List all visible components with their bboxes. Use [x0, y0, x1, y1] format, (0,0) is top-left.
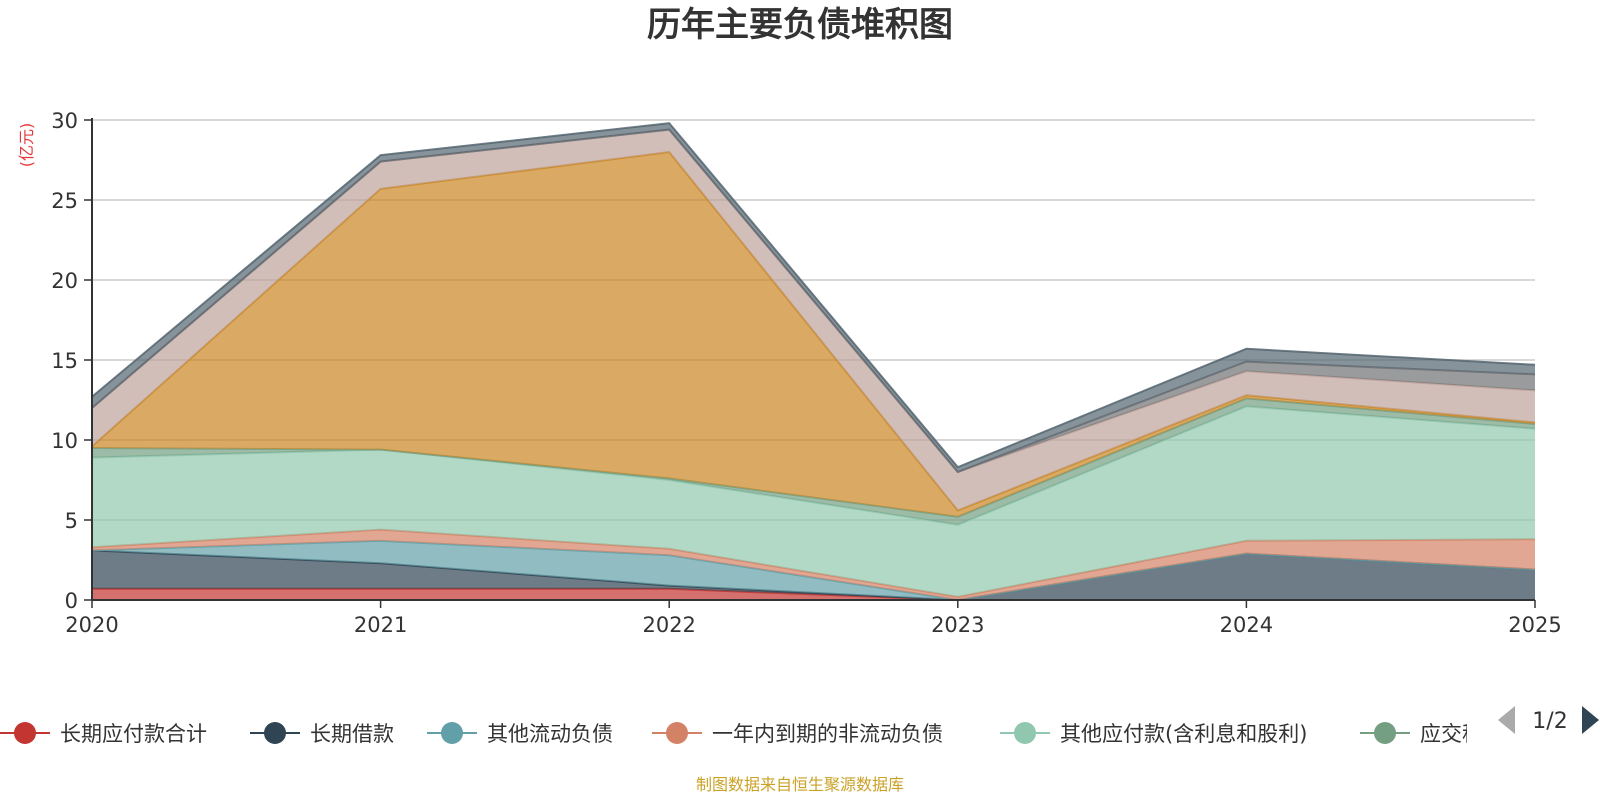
- y-tick-label: 15: [51, 349, 78, 373]
- y-tick-label: 25: [51, 189, 78, 213]
- legend-label: 一年内到期的非流动负债: [712, 722, 943, 746]
- legend-label: 其他流动负债: [487, 722, 613, 746]
- area-series-7: [92, 152, 1535, 517]
- legend-pager: 1/2: [1498, 706, 1599, 734]
- legend-marker-icon: [441, 722, 463, 744]
- x-tick-label: 2021: [354, 613, 407, 637]
- legend-marker-icon: [264, 722, 286, 744]
- x-tick-label: 2024: [1220, 613, 1273, 637]
- legend-marker-icon: [666, 722, 688, 744]
- area-series-8: [92, 129, 1535, 511]
- legend-label: 长期借款: [310, 722, 394, 746]
- area-series-2: [92, 550, 1535, 600]
- y-tick-label: 20: [51, 269, 78, 293]
- legend-label: 长期应付款合计: [60, 722, 207, 746]
- legend-prev-page-icon[interactable]: [1498, 706, 1515, 734]
- area-series-6: [92, 398, 1535, 525]
- legend-item-5[interactable]: 其他应付款(含利息和股利): [1000, 722, 1307, 746]
- legend-marker-icon: [1014, 722, 1036, 744]
- y-tick-label: 5: [65, 509, 78, 533]
- area-series-3: [92, 540, 1535, 600]
- legend-item-4[interactable]: 一年内到期的非流动负债: [652, 722, 943, 746]
- source-note: 制图数据来自恒生聚源数据库: [696, 775, 904, 794]
- legend-label: 其他应付款(含利息和股利): [1060, 722, 1307, 746]
- area-series-5: [92, 406, 1535, 597]
- x-tick-label: 2023: [931, 613, 984, 637]
- legend-item-3[interactable]: 其他流动负债: [427, 722, 613, 746]
- legend: 长期应付款合计 长期借款 其他流动负债 一年内到期的非流动负债 其他应付款(含利息和股利…: [0, 705, 1485, 755]
- legend-item-2[interactable]: 长期借款: [250, 722, 394, 746]
- legend-item-1[interactable]: 长期应付款合计: [0, 722, 207, 746]
- legend-marker-icon: [14, 722, 36, 744]
- legend-marker-icon: [1374, 722, 1396, 744]
- x-tick-label: 2020: [65, 613, 118, 637]
- y-tick-label: 0: [65, 589, 78, 613]
- y-axis-unit-label: (亿元): [17, 123, 36, 168]
- legend-page-indicator: 1/2: [1532, 709, 1567, 734]
- area-series: [91, 122, 1536, 602]
- legend-item-6[interactable]: 应交税: [1360, 722, 1483, 746]
- x-tick-label: 2025: [1508, 613, 1561, 637]
- area-line-10: [91, 122, 1536, 469]
- chart-title: 历年主要负债堆积图: [647, 5, 953, 45]
- y-tick-label: 30: [51, 109, 78, 133]
- x-tick-label: 2022: [642, 613, 695, 637]
- y-tick-label: 10: [51, 429, 78, 453]
- area-series-10: [92, 123, 1535, 472]
- legend-fade-mask: [1467, 705, 1485, 755]
- legend-next-page-icon[interactable]: [1582, 706, 1599, 734]
